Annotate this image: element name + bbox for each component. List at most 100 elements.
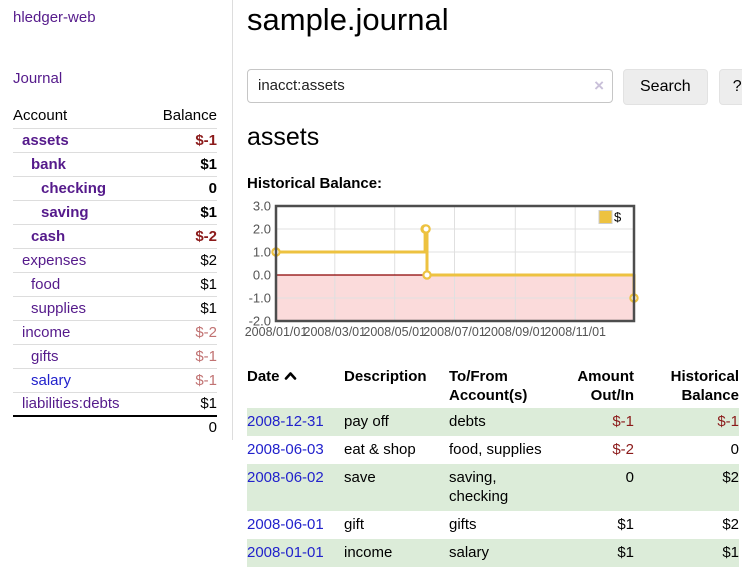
- transaction-accounts-cell: food, supplies: [449, 440, 542, 458]
- account-link[interactable]: liabilities:debts: [22, 395, 120, 413]
- accounts-header-balance: Balance: [162, 107, 217, 125]
- transaction-date-cell: 2008-06-03: [247, 436, 344, 464]
- search-input[interactable]: [247, 68, 613, 103]
- transaction-balance-cell: $1: [634, 538, 739, 567]
- account-row: income $-2: [13, 319, 217, 344]
- transaction-description-cell: pay off: [344, 407, 449, 436]
- transaction-date-link[interactable]: 2008-01-01: [247, 543, 324, 561]
- register-header-date[interactable]: Date: [247, 365, 344, 408]
- register-header-amount[interactable]: Amount Out/In: [577, 367, 634, 404]
- account-link[interactable]: gifts: [31, 347, 59, 365]
- transaction-description-cell: eat & shop: [344, 440, 416, 458]
- accounts-header-account: Account: [13, 107, 68, 125]
- transaction-accounts-cell: saving, checking: [449, 463, 557, 511]
- accounts-header-row: Account Balance: [13, 104, 217, 128]
- svg-text:2.0: 2.0: [253, 221, 271, 236]
- account-balance: $-1: [148, 127, 217, 152]
- transaction-accounts-cell: salary: [449, 538, 557, 567]
- account-row: saving $1: [13, 199, 217, 224]
- transaction-amount-cell: $1: [557, 538, 634, 567]
- account-balance: $-2: [148, 319, 217, 344]
- accounts-table-body: assets $-1 bank $1 checking 0 saving $1 cash $-2 e…: [13, 127, 217, 416]
- accounts-total-spacer: [13, 415, 149, 438]
- transaction-amount-cell: $-2: [612, 440, 634, 458]
- search-form: × Search ?: [247, 68, 742, 105]
- register-table: Date Description To/From Account(s) Amou…: [247, 365, 739, 567]
- transaction-row: 2008-06-01 gift gifts $1 $2: [247, 511, 739, 539]
- svg-text:2008/01/01: 2008/01/01: [245, 325, 308, 339]
- chart-legend: $: [598, 209, 622, 224]
- account-link[interactable]: food: [31, 275, 61, 293]
- page-title: sample.journal: [247, 2, 449, 37]
- transaction-balance-cell: $2: [722, 515, 739, 533]
- historical-balance-chart: $ 3.0 2.0 1.0 0.0 -1.0 -2.0 2008/01/01 2008/03/…: [243, 198, 737, 344]
- transaction-row: 2008-01-01 income salary $1 $1: [247, 538, 739, 567]
- register-header-balance[interactable]: Historical Balance: [670, 367, 739, 404]
- account-link[interactable]: cash: [31, 227, 66, 245]
- account-balance: $1: [148, 295, 217, 320]
- transaction-date-cell: 2008-01-01: [247, 538, 344, 567]
- account-link[interactable]: assets: [22, 131, 69, 149]
- app-title-link[interactable]: hledger-web: [13, 9, 96, 26]
- svg-text:$: $: [614, 209, 622, 224]
- account-link[interactable]: expenses: [22, 251, 87, 269]
- transaction-balance-cell: $2: [634, 463, 739, 511]
- accounts-total-row: 0: [13, 415, 217, 438]
- transaction-date-cell: 2008-06-01: [247, 511, 344, 539]
- account-link[interactable]: checking: [41, 179, 107, 197]
- transaction-date-cell: 2008-12-31: [247, 407, 344, 436]
- account-row: supplies $1: [13, 295, 217, 320]
- account-balance: $1: [148, 151, 217, 176]
- accounts-table: Account Balance assets $-1 bank $1 checking 0…: [13, 104, 217, 438]
- account-link[interactable]: income: [22, 323, 71, 341]
- account-link[interactable]: bank: [31, 155, 67, 173]
- search-box: ×: [247, 68, 613, 103]
- account-balance: $-1: [148, 343, 217, 368]
- help-button[interactable]: ?: [718, 68, 742, 105]
- account-row: food $1: [13, 271, 217, 296]
- account-row: cash $-2: [13, 223, 217, 248]
- transaction-row: 2008-06-02 save saving, checking 0 $2: [247, 463, 739, 511]
- transaction-balance-cell: 0: [730, 440, 739, 458]
- main-content: sample.journal × Search ? assets Histori…: [233, 0, 742, 567]
- account-link[interactable]: supplies: [31, 299, 87, 317]
- svg-text:2008/11/01: 2008/11/01: [544, 325, 606, 339]
- account-link[interactable]: salary: [31, 371, 72, 389]
- account-balance: $1: [148, 391, 217, 416]
- search-button[interactable]: Search: [623, 68, 708, 105]
- svg-text:2008/05/01: 2008/05/01: [363, 325, 426, 339]
- transaction-date-link[interactable]: 2008-06-02: [247, 468, 324, 486]
- account-row: checking 0: [13, 175, 217, 200]
- account-link[interactable]: saving: [41, 203, 89, 221]
- chart-label: Historical Balance:: [247, 174, 383, 192]
- transaction-date-link[interactable]: 2008-12-31: [247, 412, 324, 430]
- sidebar-nav-journal: Journal: [13, 70, 219, 87]
- register-header-row: Date Description To/From Account(s) Amou…: [247, 365, 739, 408]
- transaction-amount-cell: 0: [557, 463, 634, 511]
- clear-search-icon[interactable]: ×: [594, 75, 604, 95]
- app-title: hledger-web: [13, 9, 219, 26]
- register-header-accounts[interactable]: To/From Account(s): [449, 367, 528, 404]
- register-header-description[interactable]: Description: [344, 367, 427, 385]
- account-balance: $-2: [148, 223, 217, 248]
- transaction-date-link[interactable]: 2008-06-03: [247, 440, 324, 458]
- transaction-accounts-cell: debts: [449, 407, 557, 436]
- svg-text:1.0: 1.0: [253, 244, 271, 259]
- transaction-amount-cell: $-1: [557, 407, 634, 436]
- transaction-accounts-cell: gifts: [449, 515, 477, 533]
- svg-text:3.0: 3.0: [253, 198, 271, 213]
- svg-text:-2.0: -2.0: [249, 313, 271, 328]
- account-balance: $1: [148, 271, 217, 296]
- journal-link[interactable]: Journal: [13, 70, 63, 87]
- account-balance: $2: [148, 247, 217, 272]
- transaction-date-link[interactable]: 2008-06-01: [247, 515, 324, 533]
- account-row: gifts $-1: [13, 343, 217, 368]
- accounts-total-balance: 0: [148, 415, 217, 438]
- transaction-description-cell: gift: [344, 515, 365, 533]
- transaction-row: 2008-12-31 pay off debts $-1 $-1: [247, 407, 739, 436]
- register-table-body: 2008-12-31 pay off debts $-1 $-1 2008-06-03 ea…: [247, 407, 739, 567]
- transaction-description-cell: income: [344, 538, 449, 567]
- transaction-description-cell: save: [344, 463, 449, 511]
- account-row: salary $-1: [13, 367, 217, 392]
